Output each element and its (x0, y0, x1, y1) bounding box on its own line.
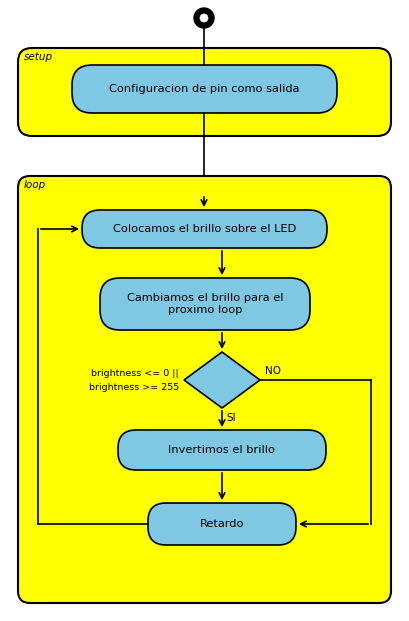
FancyBboxPatch shape (72, 65, 337, 113)
Text: SI: SI (226, 413, 236, 423)
Text: brightness <= 0 ||: brightness <= 0 || (91, 368, 179, 378)
FancyBboxPatch shape (18, 48, 391, 136)
Polygon shape (184, 352, 260, 408)
Circle shape (200, 14, 208, 22)
Text: NO: NO (265, 366, 281, 376)
FancyBboxPatch shape (148, 503, 296, 545)
FancyBboxPatch shape (18, 176, 391, 603)
Text: Configuracion de pin como salida: Configuracion de pin como salida (109, 84, 300, 94)
FancyBboxPatch shape (100, 278, 310, 330)
Text: brightness >= 255: brightness >= 255 (89, 383, 179, 391)
Text: Cambiamos el brillo para el
proximo loop: Cambiamos el brillo para el proximo loop (127, 293, 283, 315)
Text: setup: setup (24, 53, 53, 63)
FancyBboxPatch shape (82, 210, 327, 248)
Text: loop: loop (24, 181, 46, 191)
Text: Invertimos el brillo: Invertimos el brillo (169, 445, 276, 455)
Circle shape (194, 8, 214, 28)
Text: Retardo: Retardo (200, 519, 244, 529)
Text: Colocamos el brillo sobre el LED: Colocamos el brillo sobre el LED (113, 224, 296, 234)
FancyBboxPatch shape (118, 430, 326, 470)
